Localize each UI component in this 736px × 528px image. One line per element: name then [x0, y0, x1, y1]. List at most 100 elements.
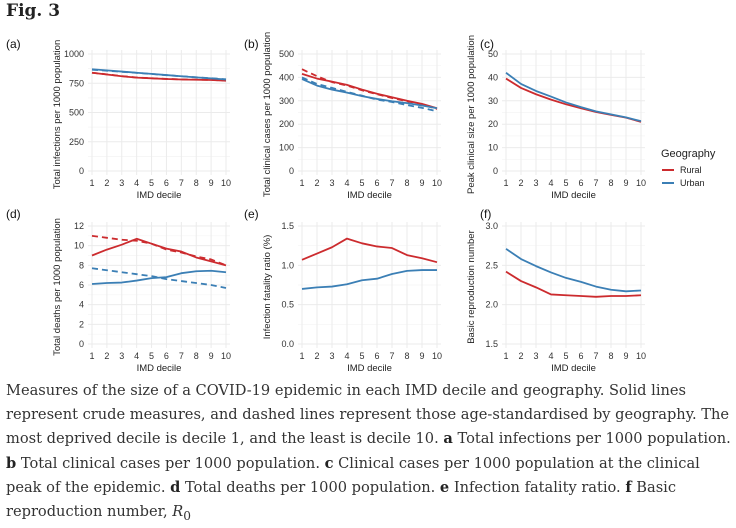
series-line-rural-dashed: [91, 71, 227, 82]
caption-panel-letter: f: [625, 478, 632, 496]
x-tick-label: 8: [404, 351, 409, 361]
x-tick-label: 2: [518, 351, 523, 361]
x-tick-label: 2: [314, 351, 319, 361]
y-tick-label: 1.5: [281, 221, 294, 231]
x-tick-label: 1: [299, 351, 304, 361]
x-tick-label: 7: [389, 351, 394, 361]
x-tick-label: 4: [548, 178, 553, 188]
x-tick-label: 8: [404, 178, 409, 188]
x-tick-label: 2: [104, 178, 109, 188]
y-axis-label: Total deaths per 1000 population: [52, 218, 63, 356]
x-tick-label: 5: [149, 351, 154, 361]
x-tick-label: 5: [563, 178, 568, 188]
x-tick-label: 6: [578, 351, 583, 361]
x-tick-label: 6: [164, 178, 169, 188]
x-axis-label: IMD decile: [551, 190, 596, 201]
x-tick-label: 4: [134, 351, 139, 361]
x-tick-label: 6: [374, 351, 379, 361]
caption-text: 0: [183, 508, 191, 523]
panel-label: (a): [6, 37, 21, 51]
caption-text: Total deaths per 1000 population.: [180, 478, 440, 496]
caption-text: Total infections per 1000 population.: [452, 430, 731, 448]
x-tick-label: 9: [419, 178, 424, 188]
series-line-urban-solid: [505, 248, 642, 293]
x-tick-label: 9: [419, 351, 424, 361]
x-tick-label: 4: [344, 178, 349, 188]
x-tick-label: 1: [503, 351, 508, 361]
panel-label: (d): [6, 207, 21, 221]
x-tick-label: 3: [533, 178, 538, 188]
y-tick-label: 0: [289, 166, 294, 176]
y-tick-label: 500: [69, 108, 84, 118]
panel-label: (c): [480, 37, 494, 51]
caption-panel-letter: b: [6, 454, 17, 472]
x-axis-label: IMD decile: [347, 190, 392, 201]
y-tick-label: 300: [279, 96, 294, 106]
x-tick-label: 2: [518, 178, 523, 188]
y-tick-label: 10: [74, 241, 84, 251]
x-tick-label: 8: [194, 351, 199, 361]
x-tick-label: 3: [329, 351, 334, 361]
figure-title: Fig. 3: [6, 1, 61, 21]
caption-panel-letter: c: [324, 454, 334, 472]
x-tick-label: 2: [314, 178, 319, 188]
x-tick-label: 10: [221, 178, 231, 188]
x-tick-label: 5: [149, 178, 154, 188]
series-line-urban-dashed: [91, 267, 227, 289]
x-tick-label: 7: [179, 351, 184, 361]
x-tick-label: 4: [548, 351, 553, 361]
x-tick-label: 1: [299, 178, 304, 188]
series-line-urban-solid: [301, 78, 438, 110]
y-tick-label: 6: [79, 280, 84, 290]
legend: Geography Rural Urban: [661, 148, 716, 188]
x-tick-label: 5: [359, 351, 364, 361]
y-tick-label: 0: [79, 339, 84, 349]
y-tick-label: 2.5: [485, 260, 498, 270]
x-tick-label: 8: [194, 178, 199, 188]
y-tick-label: 4: [79, 300, 84, 310]
x-tick-label: 4: [344, 351, 349, 361]
y-tick-label: 200: [279, 119, 294, 129]
x-tick-label: 1: [89, 351, 94, 361]
y-tick-label: 750: [69, 78, 84, 88]
y-tick-label: 500: [279, 49, 294, 59]
caption-text: Measures of the size of a COVID-19 epide…: [6, 382, 730, 448]
x-tick-label: 3: [329, 178, 334, 188]
x-tick-label: 6: [164, 351, 169, 361]
x-tick-label: 7: [179, 178, 184, 188]
x-tick-label: 5: [359, 178, 364, 188]
y-tick-label: 40: [488, 72, 498, 82]
series-line-urban-dashed: [301, 76, 438, 113]
chart-panel-c: 0 10 20 30 40 50 1 2 3 4 5 6 7 8 9 10 IMD decile Peak cli…: [466, 35, 646, 201]
caption-text: Clinical cases per 1000 population at th…: [6, 454, 700, 496]
x-tick-label: 10: [432, 178, 442, 188]
x-tick-label: 3: [119, 351, 124, 361]
y-tick-label: 50: [488, 49, 498, 59]
y-tick-label: 20: [488, 119, 498, 129]
x-tick-label: 6: [374, 178, 379, 188]
y-tick-label: 100: [279, 143, 294, 153]
y-axis-label: Infection fatality ratio (%): [262, 235, 273, 340]
y-tick-label: 0: [493, 166, 498, 176]
y-axis-label: Basic reproduction number: [466, 230, 477, 344]
caption-panel-letter: a: [443, 430, 453, 448]
chart-panel-b: 0 100 200 300 400 500 1 2 3 4 5 6 7 8 9 10 IMD decile Tot…: [244, 32, 442, 201]
series-line-rural-solid: [505, 270, 642, 298]
figure-caption: Measures of the size of a COVID-19 epide…: [6, 379, 732, 528]
y-axis-label: Peak clinical size per 1000 population: [466, 35, 477, 194]
y-axis-label: Total infections per 1000 population: [52, 40, 63, 189]
x-tick-label: 5: [563, 351, 568, 361]
x-axis-label: IMD decile: [137, 363, 182, 374]
x-tick-label: 9: [623, 351, 628, 361]
x-axis-label: IMD decile: [347, 363, 392, 374]
x-tick-label: 1: [89, 178, 94, 188]
y-tick-label: 10: [488, 143, 498, 153]
y-tick-label: 0.0: [281, 339, 294, 349]
panel-label: (f): [480, 207, 491, 221]
x-axis-label: IMD decile: [551, 363, 596, 374]
x-tick-label: 1: [503, 178, 508, 188]
series-line-rural-solid: [301, 237, 438, 264]
legend-label: Rural: [680, 165, 702, 175]
